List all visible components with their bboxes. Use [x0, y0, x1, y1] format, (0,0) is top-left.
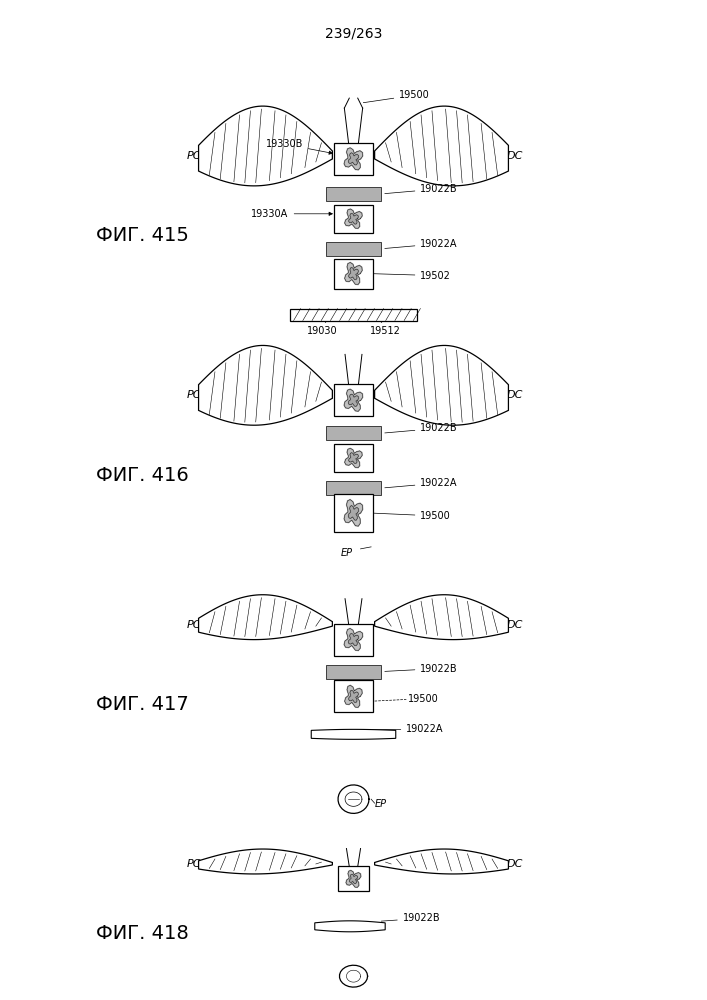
Bar — [326, 242, 381, 256]
Polygon shape — [375, 595, 508, 640]
Polygon shape — [344, 389, 363, 411]
Text: 19022A: 19022A — [372, 724, 444, 734]
Polygon shape — [349, 153, 358, 165]
Polygon shape — [344, 448, 362, 468]
Text: 19022A: 19022A — [385, 239, 458, 249]
Polygon shape — [346, 870, 361, 887]
Polygon shape — [349, 394, 358, 406]
Text: 19022B: 19022B — [385, 423, 458, 433]
Bar — [334, 205, 373, 233]
Bar — [326, 426, 381, 440]
Text: 19330A: 19330A — [252, 209, 332, 219]
Polygon shape — [199, 849, 332, 874]
Text: DC: DC — [507, 859, 523, 869]
Text: PC: PC — [187, 390, 201, 400]
Polygon shape — [344, 148, 363, 170]
Text: ФИГ. 417: ФИГ. 417 — [96, 695, 189, 714]
Text: 19500: 19500 — [363, 90, 430, 103]
Text: EP: EP — [375, 799, 387, 809]
Bar — [334, 384, 373, 416]
Polygon shape — [199, 106, 332, 186]
Text: ФИГ. 415: ФИГ. 415 — [96, 226, 189, 245]
Bar — [290, 309, 417, 321]
Text: PC: PC — [187, 620, 201, 630]
Text: ФИГ. 416: ФИГ. 416 — [96, 466, 189, 485]
Polygon shape — [349, 506, 358, 520]
Text: 19500: 19500 — [372, 511, 451, 521]
Polygon shape — [375, 106, 508, 186]
Bar — [326, 665, 381, 679]
Polygon shape — [344, 209, 362, 228]
Polygon shape — [349, 267, 358, 280]
Bar — [334, 444, 373, 472]
Text: 19512: 19512 — [370, 326, 401, 336]
Polygon shape — [349, 690, 358, 703]
Text: EP: EP — [341, 548, 353, 558]
Bar — [338, 866, 369, 891]
Polygon shape — [344, 499, 363, 526]
Polygon shape — [349, 213, 358, 224]
Polygon shape — [344, 262, 362, 285]
Text: 19022B: 19022B — [381, 913, 440, 923]
Polygon shape — [375, 345, 508, 425]
Polygon shape — [315, 921, 385, 932]
Bar — [334, 624, 373, 656]
Text: 239/263: 239/263 — [325, 26, 382, 40]
Polygon shape — [349, 453, 358, 463]
Text: 19022A: 19022A — [385, 478, 458, 488]
Text: 19500: 19500 — [408, 694, 438, 704]
Text: PC: PC — [187, 151, 201, 161]
Bar — [334, 143, 373, 175]
Text: DC: DC — [507, 151, 523, 161]
Text: 19330B: 19330B — [265, 139, 332, 154]
Bar — [326, 481, 381, 495]
Text: DC: DC — [507, 620, 523, 630]
Polygon shape — [199, 345, 332, 425]
Text: 19030: 19030 — [307, 326, 337, 336]
Polygon shape — [349, 874, 358, 884]
Polygon shape — [349, 633, 358, 646]
Text: PC: PC — [187, 859, 201, 869]
Text: DC: DC — [507, 390, 523, 400]
Polygon shape — [199, 595, 332, 640]
Bar — [334, 680, 373, 712]
Text: 19022B: 19022B — [385, 664, 458, 674]
Polygon shape — [344, 685, 362, 707]
Bar — [334, 259, 373, 289]
Text: 19022B: 19022B — [385, 184, 458, 194]
Text: 19502: 19502 — [373, 271, 451, 281]
Polygon shape — [344, 628, 363, 651]
Polygon shape — [375, 849, 508, 874]
Bar — [326, 187, 381, 201]
Polygon shape — [311, 729, 396, 739]
Text: ФИГ. 418: ФИГ. 418 — [96, 924, 189, 943]
Bar — [334, 494, 373, 532]
